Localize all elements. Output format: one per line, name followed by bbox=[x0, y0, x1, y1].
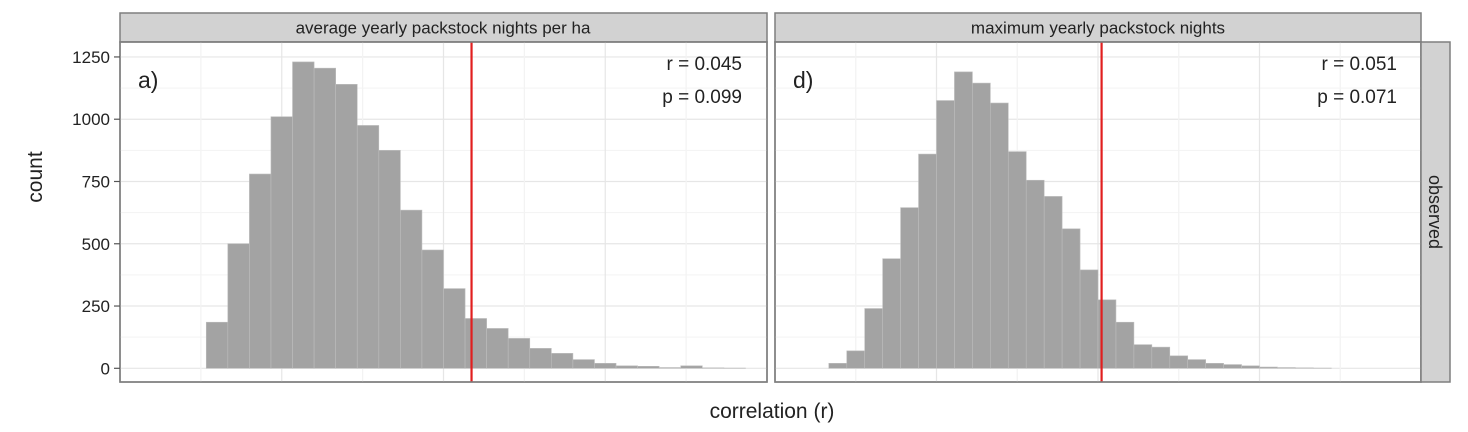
histogram-bar bbox=[990, 102, 1009, 369]
panel-title-average-yearly: average yearly packstock nights per ha bbox=[296, 19, 591, 38]
histogram-bar bbox=[378, 150, 401, 369]
histogram-bar bbox=[615, 365, 638, 369]
y-tick-label: 1250 bbox=[72, 48, 110, 67]
row-strip-label: observed bbox=[1425, 175, 1445, 249]
bars-maximum-yearly bbox=[828, 71, 1332, 369]
histogram-bar bbox=[551, 353, 574, 369]
histogram-bar bbox=[1133, 344, 1153, 369]
histogram-bar bbox=[1187, 359, 1206, 369]
histogram-bar bbox=[918, 153, 937, 369]
histogram-bar bbox=[227, 243, 250, 369]
histogram-bar bbox=[936, 100, 955, 369]
y-tick-label: 0 bbox=[101, 359, 110, 378]
panel-label-a: a) bbox=[138, 67, 158, 93]
histogram-bar bbox=[1061, 228, 1081, 369]
histogram-bar bbox=[443, 288, 466, 369]
histogram-bar bbox=[954, 71, 973, 369]
histogram-bar bbox=[1241, 365, 1260, 369]
histogram-bar bbox=[972, 82, 991, 369]
histogram-bar bbox=[1205, 363, 1224, 369]
histogram-bar bbox=[292, 61, 315, 369]
histogram-bar bbox=[1223, 364, 1242, 369]
panel-average-yearly: average yearly packstock nights per ha a… bbox=[119, 12, 768, 383]
plot-frame-average-yearly bbox=[119, 41, 768, 383]
histogram-bar bbox=[1259, 366, 1278, 369]
histogram-bar bbox=[1277, 367, 1296, 369]
histogram-bar bbox=[1079, 269, 1099, 369]
histogram-bar bbox=[1025, 179, 1045, 369]
row-strip bbox=[1420, 41, 1451, 383]
y-tick-label: 1000 bbox=[72, 110, 110, 129]
histogram-bar bbox=[507, 338, 531, 369]
histogram-bar bbox=[1151, 346, 1171, 369]
histogram-bar bbox=[1115, 321, 1135, 369]
histogram-bar bbox=[572, 359, 595, 369]
histogram-bar bbox=[658, 367, 682, 369]
histogram-bar bbox=[637, 366, 660, 369]
histogram-bar bbox=[400, 209, 423, 369]
histogram-bar bbox=[313, 67, 336, 369]
panel-strip-average-yearly bbox=[119, 12, 768, 43]
y-axis-title: count bbox=[24, 151, 47, 203]
histogram-bar bbox=[464, 318, 487, 369]
histogram-bar bbox=[882, 258, 901, 369]
histogram-bar bbox=[1043, 196, 1063, 369]
panel-label-d: d) bbox=[793, 67, 813, 93]
r-value-maximum-yearly: r = 0.051 bbox=[1321, 54, 1397, 75]
histogram-bar bbox=[1169, 355, 1189, 369]
bars-average-yearly bbox=[205, 61, 746, 369]
histogram-bar bbox=[421, 249, 444, 369]
histogram-bar bbox=[356, 125, 380, 369]
y-tick-label: 250 bbox=[82, 297, 110, 316]
y-tick-label: 750 bbox=[82, 172, 110, 191]
histogram-bar bbox=[486, 328, 509, 369]
histogram-bar bbox=[205, 321, 229, 369]
x-axis-title: correlation (r) bbox=[710, 400, 835, 423]
histogram-bar bbox=[864, 308, 883, 369]
r-value-average-yearly: r = 0.045 bbox=[666, 54, 742, 75]
histogram-bar bbox=[680, 365, 703, 369]
histogram-bar bbox=[846, 350, 866, 369]
histogram-bar bbox=[249, 173, 272, 369]
histogram-bar bbox=[594, 363, 617, 369]
p-value-maximum-yearly: p = 0.071 bbox=[1317, 87, 1397, 108]
panel-maximum-yearly: maximum yearly packstock nights d) r = 0… bbox=[774, 12, 1422, 383]
panel-title-maximum-yearly: maximum yearly packstock nights bbox=[971, 19, 1225, 38]
histogram-bar bbox=[1007, 151, 1027, 369]
histogram-bar bbox=[270, 116, 293, 369]
histogram-bar bbox=[900, 207, 919, 369]
p-value-average-yearly: p = 0.099 bbox=[662, 87, 742, 108]
y-axis: 0 250 500 750 1000 1250 bbox=[72, 48, 120, 378]
histogram-bar bbox=[529, 348, 552, 369]
histogram-bar bbox=[335, 84, 358, 369]
panel-strip-maximum-yearly bbox=[774, 12, 1422, 43]
histogram-bar bbox=[828, 363, 848, 369]
y-tick-label: 500 bbox=[82, 235, 110, 254]
